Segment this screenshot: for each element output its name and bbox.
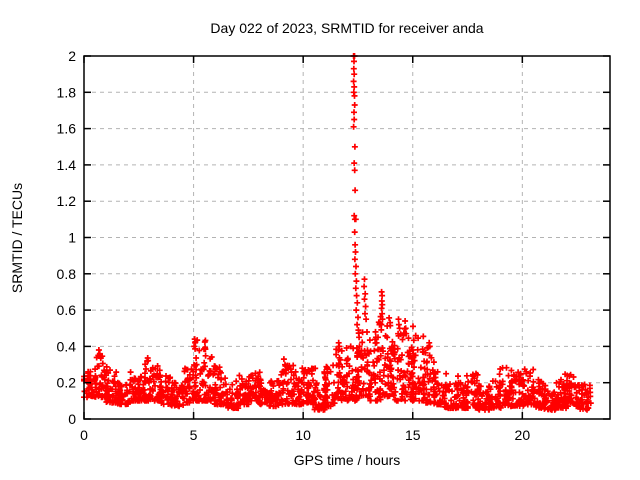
- y-tick-label: 1.6: [57, 121, 77, 137]
- chart-title: Day 022 of 2023, SRMTID for receiver and…: [210, 20, 483, 36]
- x-tick-label: 15: [405, 427, 421, 443]
- y-tick-label: 0.6: [57, 302, 77, 318]
- data-points: [81, 53, 594, 413]
- x-tick-label: 10: [295, 427, 311, 443]
- y-tick-label: 1.2: [57, 193, 77, 209]
- y-tick-label: 1.8: [57, 84, 77, 100]
- x-tick-label: 20: [515, 427, 531, 443]
- y-tick-label: 2: [68, 48, 76, 64]
- axes: [83, 55, 611, 420]
- x-tick-label: 5: [190, 427, 198, 443]
- x-axis-label: GPS time / hours: [294, 452, 401, 468]
- y-tick-label: 1.4: [57, 157, 77, 173]
- y-tick-label: 0.4: [57, 338, 77, 354]
- x-tick-label: 0: [80, 427, 88, 443]
- y-axis-label: SRMTID / TECUs: [9, 183, 25, 293]
- y-tick-label: 0.8: [57, 266, 77, 282]
- y-tick-label: 1: [68, 230, 76, 246]
- y-tick-label: 0.2: [57, 375, 77, 391]
- tick-labels: 0 5 10 15 20 0 0.2 0.4 0.6 0.8 1 1.2 1.4 1.6 1.8 2: [57, 48, 531, 443]
- y-tick-label: 0: [68, 411, 76, 427]
